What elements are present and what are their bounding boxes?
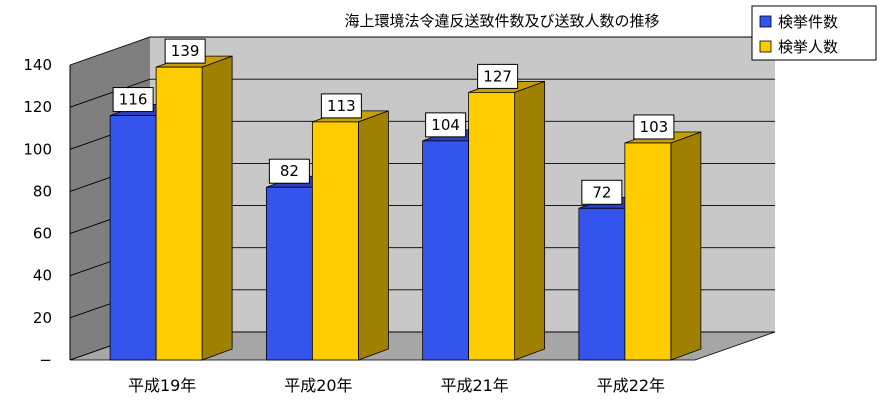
data-label-box — [164, 38, 206, 64]
data-label-box — [268, 158, 310, 184]
x-category-label: 平成21年 — [440, 376, 508, 395]
x-category-label: 平成22年 — [597, 376, 665, 395]
data-label-box — [320, 93, 362, 119]
bar-3-1: 103 — [624, 114, 702, 361]
y-axis-ticks: − 20 40 60 80 100 120 140 — [23, 56, 52, 369]
data-label: 116 — [119, 91, 148, 109]
bar-front — [422, 140, 470, 361]
x-category-label: 平成19年 — [128, 376, 196, 395]
gridline — [69, 78, 775, 108]
legend-swatch — [759, 15, 772, 28]
data-label: 82 — [280, 162, 299, 180]
data-label: 103 — [640, 118, 669, 136]
bar-side — [670, 131, 702, 361]
bar-front — [624, 142, 672, 361]
bar-side — [357, 110, 389, 361]
y-tick-label: 100 — [23, 140, 52, 158]
data-label: 113 — [327, 97, 356, 115]
y-tick-label: 140 — [23, 56, 52, 74]
data-label-box — [425, 112, 467, 138]
x-category-label: 平成20年 — [284, 376, 352, 395]
bar-front — [468, 91, 516, 361]
x-axis-categories: 平成19年 平成20年 平成21年 平成22年 — [128, 376, 665, 395]
data-label: 139 — [171, 42, 200, 60]
data-label: 72 — [592, 183, 611, 201]
data-label-box — [112, 87, 154, 113]
data-label-box — [633, 114, 675, 140]
bar-side — [514, 80, 546, 361]
bar-front — [265, 186, 313, 361]
y-tick-label: 60 — [33, 225, 52, 243]
data-label-box — [581, 179, 623, 205]
y-tick-label: 40 — [33, 267, 52, 285]
y-tick-label: 20 — [33, 309, 52, 327]
bar-front — [578, 207, 626, 361]
legend-swatch — [759, 40, 772, 53]
data-label: 127 — [483, 67, 512, 85]
data-label-box — [477, 63, 519, 89]
bar-front — [311, 121, 359, 361]
bar-side — [201, 55, 233, 361]
bar-0-1: 139 — [155, 38, 233, 361]
legend-box — [751, 5, 877, 61]
bar-2-1: 127 — [468, 63, 546, 361]
bar-1-1: 113 — [311, 93, 389, 361]
bar-front — [155, 66, 203, 361]
bar-front — [109, 115, 157, 361]
gridline — [69, 36, 775, 66]
data-label: 104 — [431, 116, 460, 134]
y-tick-label: 120 — [23, 98, 52, 116]
legend-label: 検挙件数 — [778, 13, 838, 31]
y-tick-label: − — [39, 351, 52, 369]
bars: 116 139 82 113 104 127 72 103 — [109, 38, 702, 361]
legend-label: 検挙人数 — [778, 38, 838, 56]
chart-title: 海上環境法令違反送致件数及び送致人数の推移 — [344, 12, 659, 30]
y-tick-label: 80 — [33, 182, 52, 200]
